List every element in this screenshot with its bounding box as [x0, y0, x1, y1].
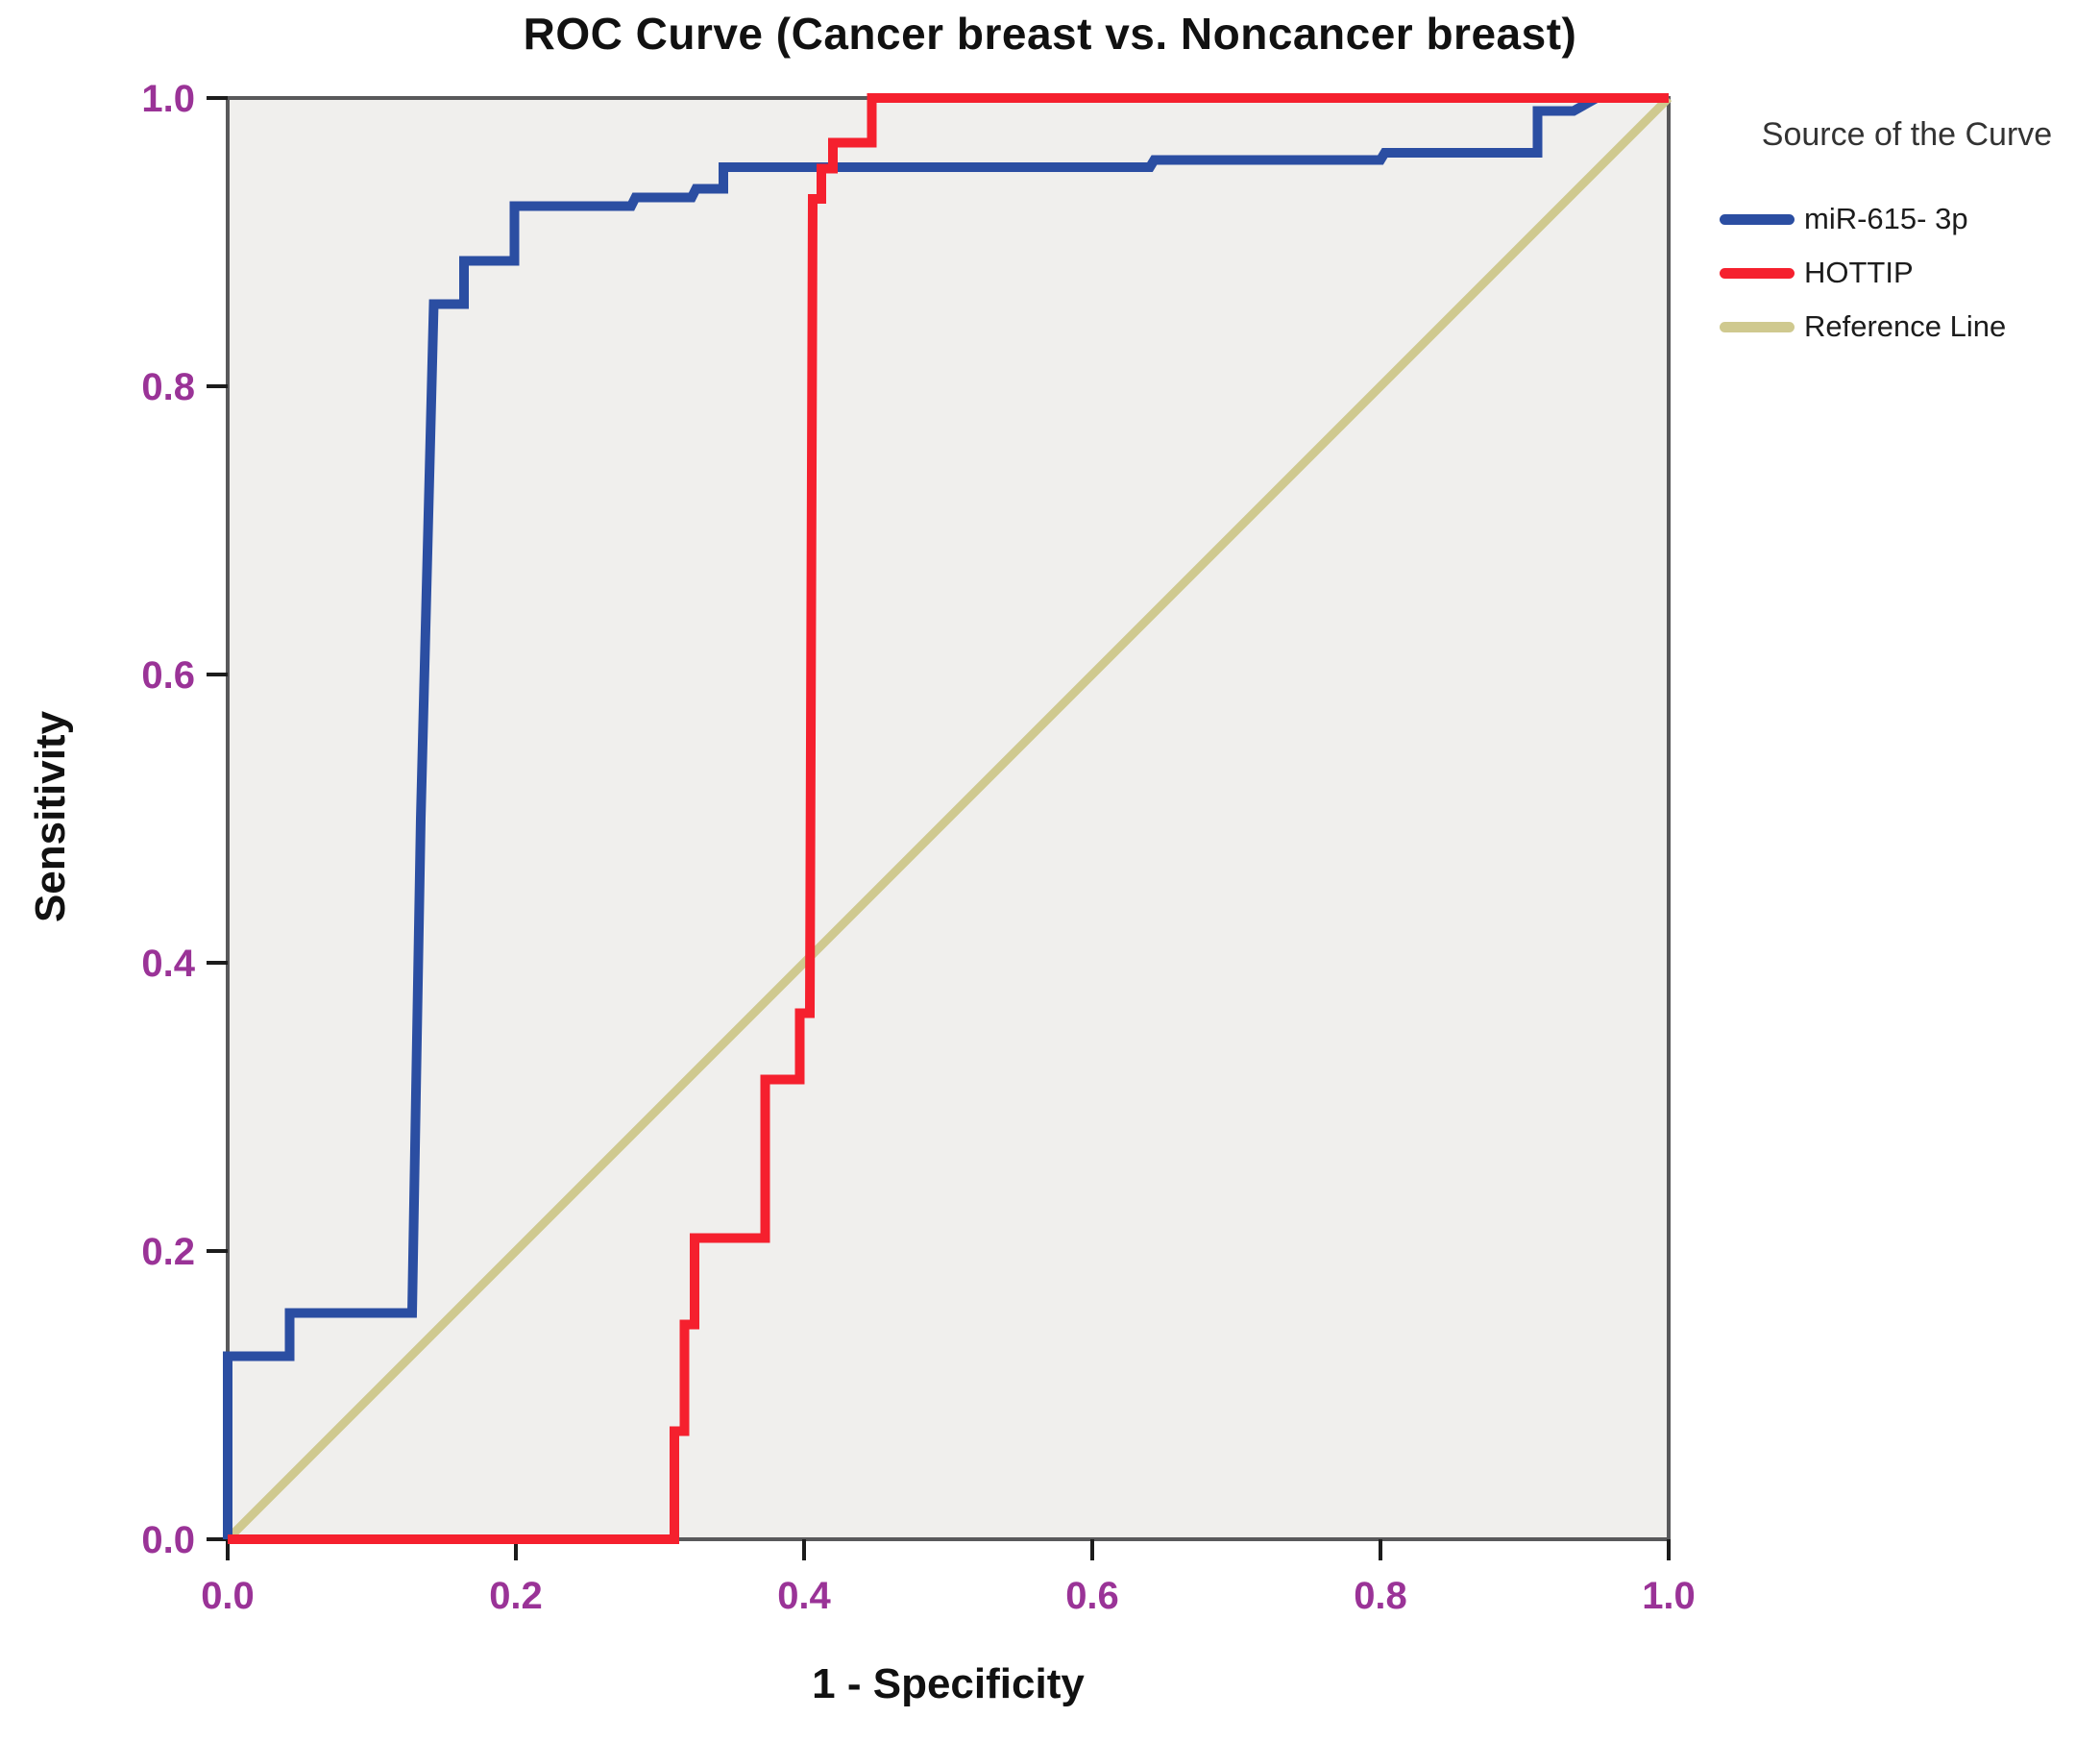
- y-tick-label: 0.8: [141, 366, 195, 408]
- mir615-line-swatch: [1720, 213, 1795, 225]
- legend-title: Source of the Curve: [1761, 116, 2053, 153]
- legend-label-mir615: miR-615- 3p: [1804, 202, 1968, 236]
- x-tick-label: 0.8: [1354, 1575, 1407, 1617]
- legend-item-reference: Reference Line: [1720, 309, 2094, 344]
- y-tick-label: 0.4: [141, 943, 195, 985]
- x-tick-label: 0.4: [777, 1575, 831, 1617]
- hottip-line-swatch: [1720, 267, 1795, 279]
- legend-label-reference: Reference Line: [1804, 309, 2007, 344]
- y-tick-label: 0.6: [141, 654, 195, 697]
- legend-item-hottip: HOTTIP: [1720, 256, 2094, 290]
- x-tick-label: 0.0: [201, 1575, 255, 1617]
- y-tick-label: 0.0: [141, 1519, 195, 1561]
- x-axis-title: 1 - Specificity: [812, 1660, 1085, 1707]
- legend-item-mir615: miR-615- 3p: [1720, 202, 2094, 236]
- y-tick-label: 1.0: [141, 78, 195, 120]
- x-tick-label: 1.0: [1642, 1575, 1696, 1617]
- y-tick-label: 0.2: [141, 1231, 195, 1273]
- legend: Source of the Curve miR-615- 3p HOTTIP R…: [1720, 113, 2094, 344]
- legend-label-hottip: HOTTIP: [1804, 256, 1914, 290]
- series-curve-1: [223, 93, 1669, 1539]
- x-tick-label: 0.6: [1065, 1575, 1119, 1617]
- x-tick-label: 0.2: [489, 1575, 543, 1617]
- legend-items: miR-615- 3p HOTTIP Reference Line: [1720, 202, 2094, 344]
- series-curve-2: [228, 93, 1669, 1544]
- reference-line-swatch: [1720, 321, 1795, 332]
- series-curve-0: [224, 94, 1673, 1543]
- chart-title: ROC Curve (Cancer breast vs. Noncancer b…: [523, 9, 1577, 59]
